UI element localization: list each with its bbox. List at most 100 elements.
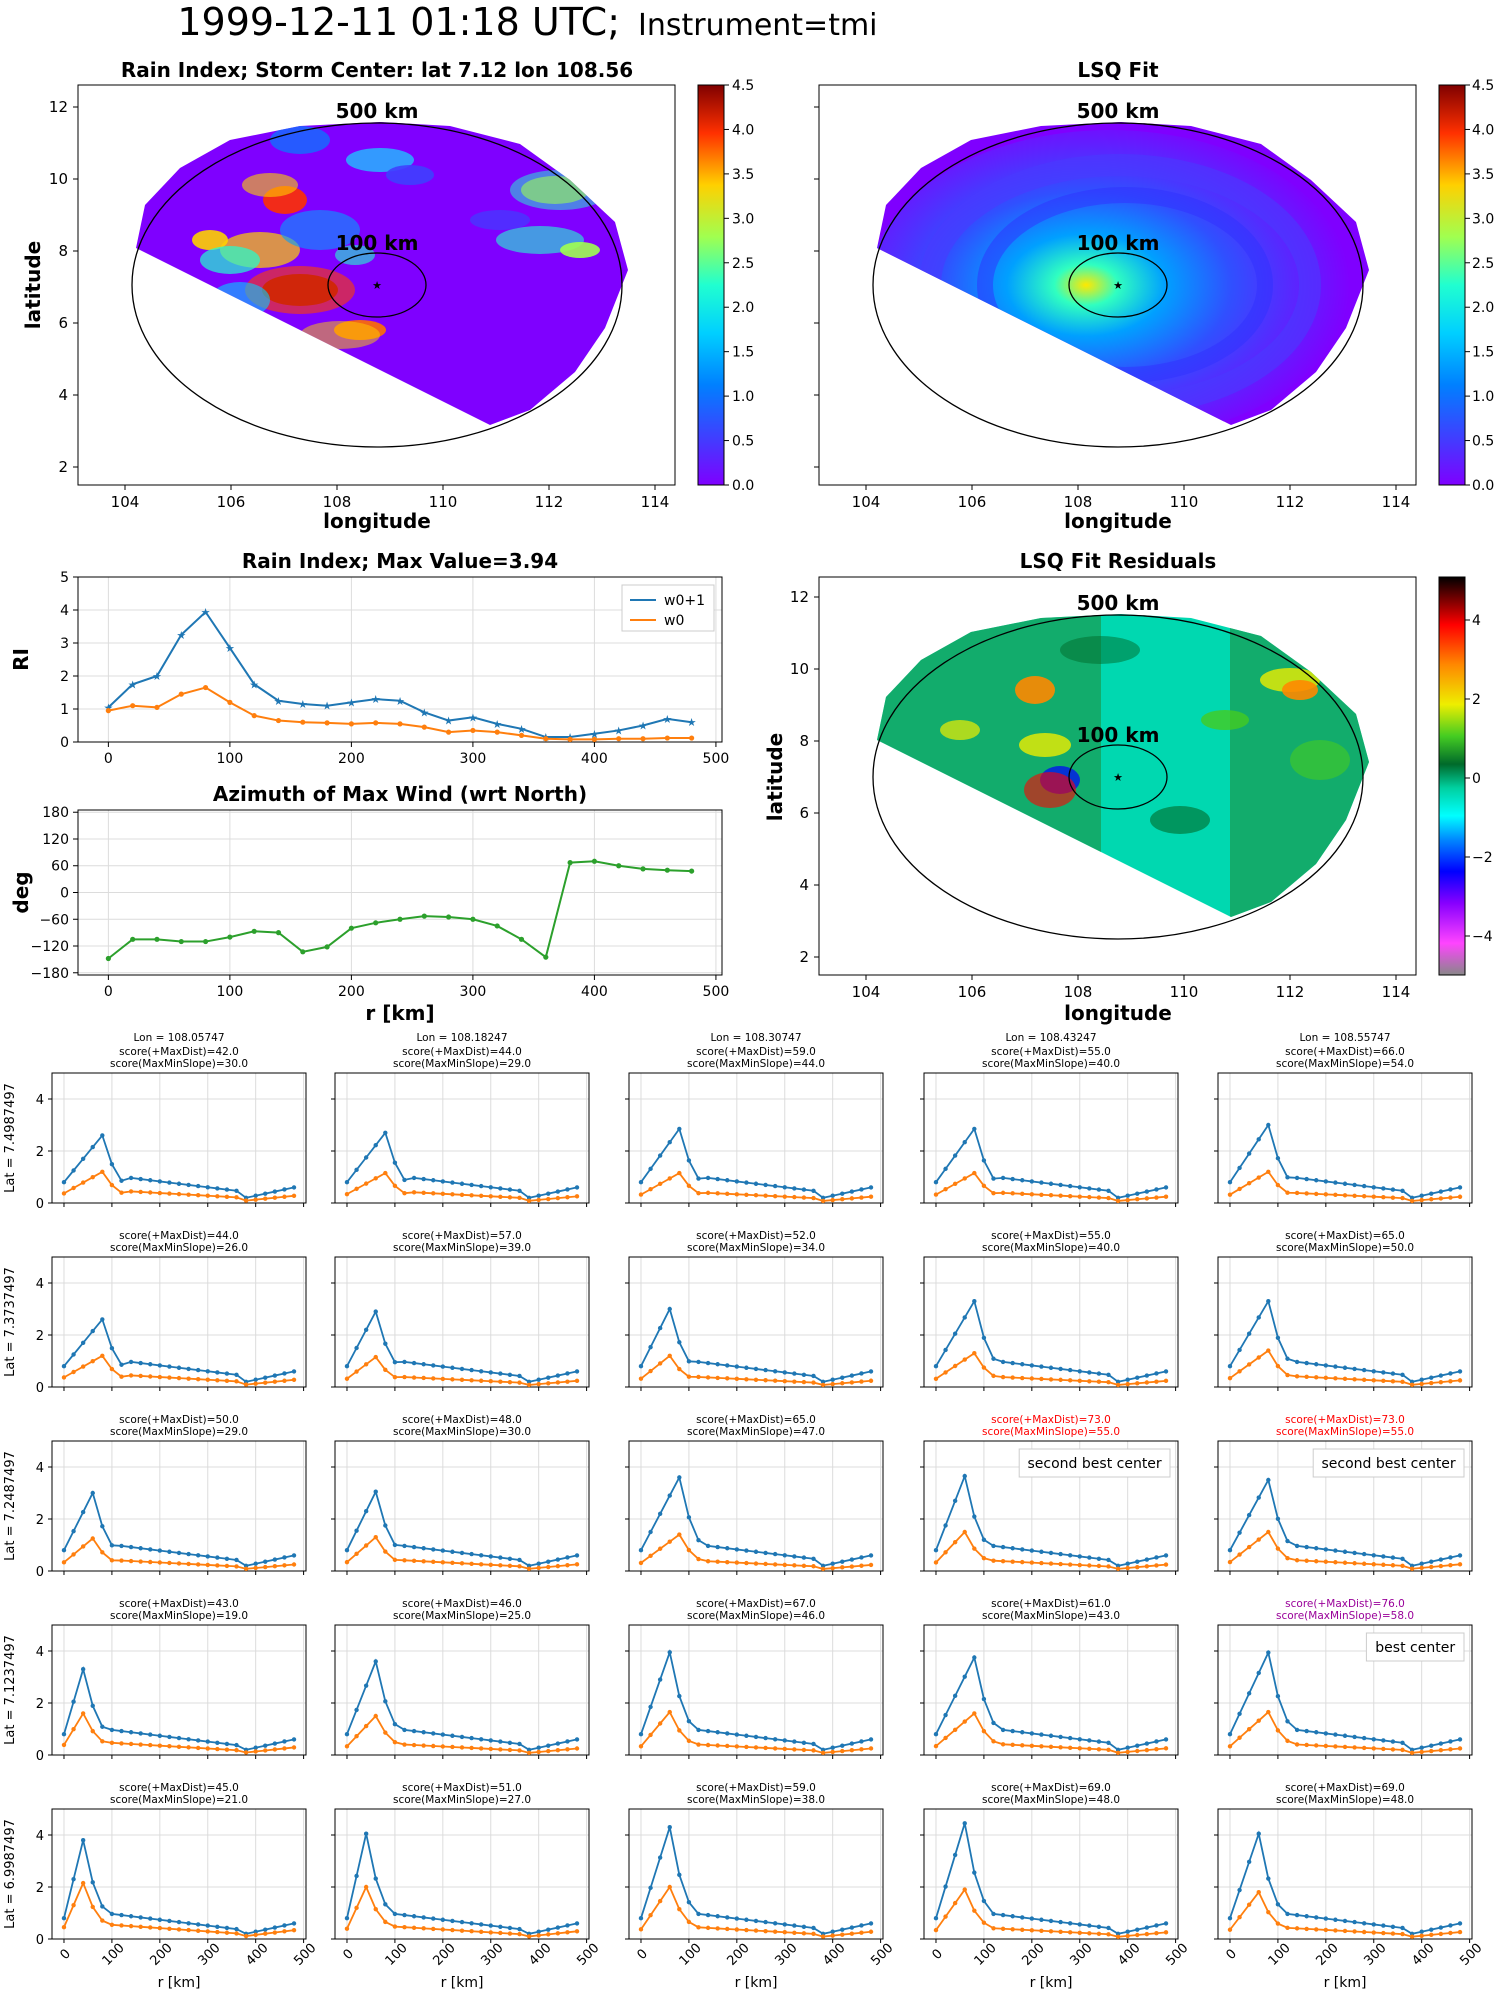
data-point (100, 1724, 105, 1729)
data-point (1323, 1192, 1329, 1197)
data-point (459, 1181, 465, 1186)
x-tick-label: 300 (1067, 1941, 1095, 1969)
data-point (715, 1191, 720, 1196)
data-point (715, 1559, 720, 1564)
data-point (517, 1557, 522, 1563)
data-point (933, 1376, 939, 1382)
data-point (830, 1565, 835, 1571)
x-tick-label: 112 (535, 493, 564, 511)
data-point (1010, 1375, 1015, 1380)
data-point (253, 1929, 258, 1934)
data-point (1067, 1183, 1073, 1189)
data-point (772, 1746, 778, 1751)
cell-score-maxminslope: score(MaxMinSlope)=54.0 (1276, 1058, 1414, 1070)
data-point (275, 930, 282, 936)
data-point (565, 1747, 570, 1752)
data-point (1010, 1742, 1015, 1747)
data-point (1304, 1728, 1309, 1734)
data-point (354, 1369, 359, 1374)
data-point (148, 1362, 153, 1367)
data-point (1457, 1929, 1463, 1935)
data-point (1106, 1925, 1111, 1931)
data-point (772, 1921, 778, 1926)
data-point (933, 1927, 939, 1933)
y-tick-label: 120 (42, 832, 69, 848)
x-ticks: 104 106 108 110 112 114 (111, 485, 670, 511)
cell-score-maxdist: score(+MaxDist)=66.0 (1285, 1046, 1405, 1058)
data-point (543, 736, 549, 742)
cell-score-maxminslope: score(MaxMinSlope)=27.0 (393, 1794, 531, 1806)
data-point (933, 1743, 939, 1749)
data-point (1000, 1727, 1006, 1733)
x-tick-label: 500 (291, 1941, 319, 1969)
data-point (811, 1188, 816, 1193)
data-point (61, 1742, 67, 1748)
data-point (763, 1745, 768, 1751)
data-point (1448, 1187, 1453, 1192)
data-point (667, 1353, 672, 1359)
data-point (186, 1376, 191, 1381)
data-point (763, 1193, 768, 1198)
data-point (991, 1190, 996, 1196)
data-point (1029, 1743, 1035, 1748)
data-point (546, 1559, 551, 1564)
data-point (744, 1560, 749, 1566)
data-point (1077, 1930, 1082, 1935)
data-point (840, 1927, 845, 1932)
data-point (1125, 1197, 1130, 1203)
data-point (962, 1176, 967, 1181)
data-point: ★ (614, 724, 624, 737)
data-point: ★ (346, 696, 356, 709)
data-point (962, 1674, 967, 1679)
residual-cell (1150, 806, 1210, 834)
data-point (667, 1493, 672, 1498)
data-point (1237, 1347, 1242, 1353)
data-point (1429, 1375, 1434, 1380)
data-point (1457, 1194, 1463, 1199)
data-point (469, 1735, 474, 1741)
data-point (71, 1699, 76, 1704)
data-point (657, 1898, 663, 1904)
rain-cell (270, 126, 330, 154)
data-point (696, 1911, 701, 1917)
data-point (1457, 1369, 1463, 1374)
data-point (1361, 1561, 1367, 1566)
candidate-cell: Lon = 108.43247score(+MaxDist)=55.0score… (920, 1032, 1179, 1207)
data-point (1077, 1562, 1082, 1568)
y-tick-label: 4 (799, 876, 809, 894)
data-point (1237, 1552, 1242, 1557)
data-point (1163, 1562, 1169, 1567)
data-point (536, 1565, 541, 1571)
x-axis-label: longitude (323, 509, 431, 533)
data-point (1266, 1122, 1271, 1128)
data-point (450, 1549, 455, 1554)
data-point (868, 1369, 874, 1374)
data-point (1294, 1543, 1300, 1549)
data-point (1058, 1551, 1063, 1557)
radius-500km-circle (872, 122, 1364, 448)
radius-100km-circle (327, 252, 427, 318)
x-tick-label: 114 (641, 493, 670, 511)
data-point (1077, 1378, 1082, 1384)
data-point (962, 1473, 967, 1479)
data-point: ★ (249, 678, 259, 691)
data-point (1314, 1915, 1319, 1920)
data-point (667, 1884, 672, 1890)
x-axis-label: r [km] (158, 1975, 201, 1991)
rain-index-field (136, 122, 628, 425)
data-point (782, 1738, 787, 1743)
y-tick-label: −120 (31, 939, 69, 955)
rain-index-map: Rain Index; Storm Center: lat 7.12 lon 1… (21, 58, 754, 533)
data-point (638, 1560, 644, 1566)
data-point (1323, 1731, 1329, 1736)
data-point (1227, 1559, 1233, 1565)
data-point (348, 721, 354, 727)
data-point (1371, 1737, 1376, 1742)
cell-score-maxminslope: score(MaxMinSlope)=55.0 (982, 1426, 1120, 1438)
data-point (1333, 1192, 1338, 1198)
data-point (263, 1380, 268, 1385)
data-point (383, 1699, 388, 1704)
data-point (1227, 1927, 1233, 1932)
data-point (1361, 1377, 1367, 1383)
data-point (574, 1185, 580, 1190)
